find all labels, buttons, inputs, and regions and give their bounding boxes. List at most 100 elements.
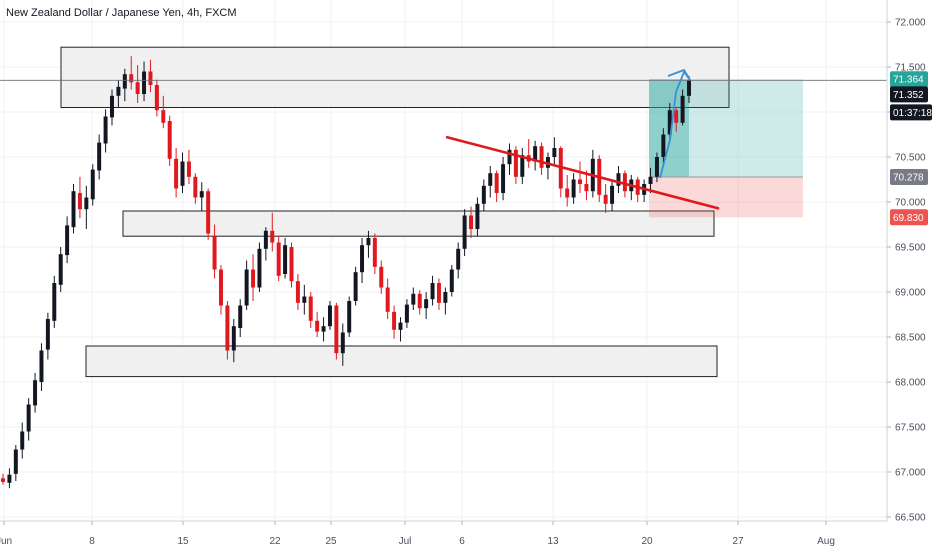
zone-rect[interactable] <box>60 46 730 108</box>
candle <box>33 373 38 413</box>
candle <box>65 216 70 264</box>
candle-body <box>129 74 134 83</box>
x-tick-label: 22 <box>269 536 281 547</box>
candle-body <box>193 176 198 198</box>
candle <box>366 230 371 258</box>
candle-body <box>654 157 659 177</box>
candle-body <box>263 230 268 249</box>
candle-body <box>52 283 57 321</box>
x-tick-label: 25 <box>325 536 337 547</box>
time-axis[interactable]: Jun 8 15 22 25 Jul 6 13 20 27 Aug <box>0 520 887 547</box>
candle-body <box>148 71 153 85</box>
y-tick-label: 66.500 <box>895 513 926 524</box>
grid <box>0 0 887 521</box>
candle-body <box>616 173 621 186</box>
long-position-tool[interactable] <box>649 79 803 218</box>
candle-body <box>488 173 493 186</box>
candle-body <box>379 266 384 288</box>
candle-body <box>90 169 95 200</box>
y-tick-label: 67.500 <box>895 423 926 434</box>
y-tick-label: 70.000 <box>895 198 926 209</box>
candle <box>462 209 467 256</box>
candle <box>142 61 147 102</box>
candle-body <box>174 158 179 189</box>
candle <box>360 238 365 283</box>
candle <box>174 148 179 198</box>
zone-rect[interactable] <box>122 210 715 237</box>
candle-body <box>206 191 211 234</box>
candle <box>212 224 217 279</box>
candle-body <box>481 185 486 204</box>
candle <box>513 146 518 184</box>
candle <box>411 287 416 310</box>
zone-rect[interactable] <box>85 345 718 378</box>
candle-body <box>680 95 685 123</box>
candle-body <box>501 164 506 193</box>
price-badge-text: 71.364 <box>893 75 924 86</box>
candle-body <box>603 194 608 204</box>
candle <box>270 212 275 252</box>
candle-body <box>443 292 448 303</box>
candle <box>90 164 95 206</box>
candle <box>103 109 108 153</box>
candle-body <box>39 350 44 382</box>
y-tick-label: 72.000 <box>895 18 926 29</box>
trendline[interactable] <box>445 135 720 210</box>
candle <box>603 184 608 213</box>
candle <box>578 161 582 193</box>
candle-body <box>327 305 332 327</box>
candle-body <box>392 311 397 330</box>
candle <box>392 305 397 339</box>
x-tick-label: Jul <box>399 536 412 547</box>
y-tick-label: 69.500 <box>895 243 926 254</box>
candle-body <box>610 185 615 204</box>
candle-body <box>571 179 576 198</box>
y-tick-label: 67.000 <box>895 468 926 479</box>
candle <box>334 302 339 360</box>
candle <box>443 287 448 315</box>
candle <box>1 473 5 485</box>
candle <box>488 166 493 198</box>
candle-body <box>360 245 365 273</box>
candle <box>610 179 615 211</box>
candle <box>635 176 640 202</box>
candle <box>71 184 76 234</box>
candle <box>661 128 666 165</box>
candle <box>218 265 223 315</box>
candle-body <box>244 269 249 306</box>
candle <box>116 80 121 108</box>
x-tick-label: Aug <box>817 536 835 547</box>
candle-body <box>289 247 294 282</box>
candle <box>398 317 403 342</box>
candle-body <box>257 248 262 288</box>
candle <box>231 319 236 363</box>
candle-body <box>33 380 38 406</box>
candle-body <box>276 242 281 276</box>
projection-arrow-head <box>667 68 691 81</box>
candle <box>148 59 153 93</box>
candle-body <box>449 269 454 292</box>
candle-body <box>122 74 127 89</box>
candle-body <box>513 149 518 177</box>
candle <box>680 89 685 126</box>
candle <box>616 166 621 193</box>
candle-body <box>199 191 204 198</box>
candle <box>347 296 352 337</box>
candle-body <box>533 146 538 162</box>
drawings[interactable] <box>0 68 887 210</box>
candle-body <box>1 478 5 482</box>
candle <box>385 278 390 319</box>
candle-body <box>462 215 467 249</box>
price-badge-countdown <box>890 104 932 121</box>
candle <box>161 95 166 129</box>
candle-body <box>110 95 114 118</box>
candle-body <box>65 225 70 256</box>
candle <box>327 301 332 330</box>
candle <box>257 242 262 292</box>
candle-body <box>430 283 435 300</box>
price-badge-take-profit <box>890 71 928 88</box>
candle <box>642 179 647 202</box>
x-tick-label: 27 <box>732 536 744 547</box>
candle-body <box>225 305 230 351</box>
